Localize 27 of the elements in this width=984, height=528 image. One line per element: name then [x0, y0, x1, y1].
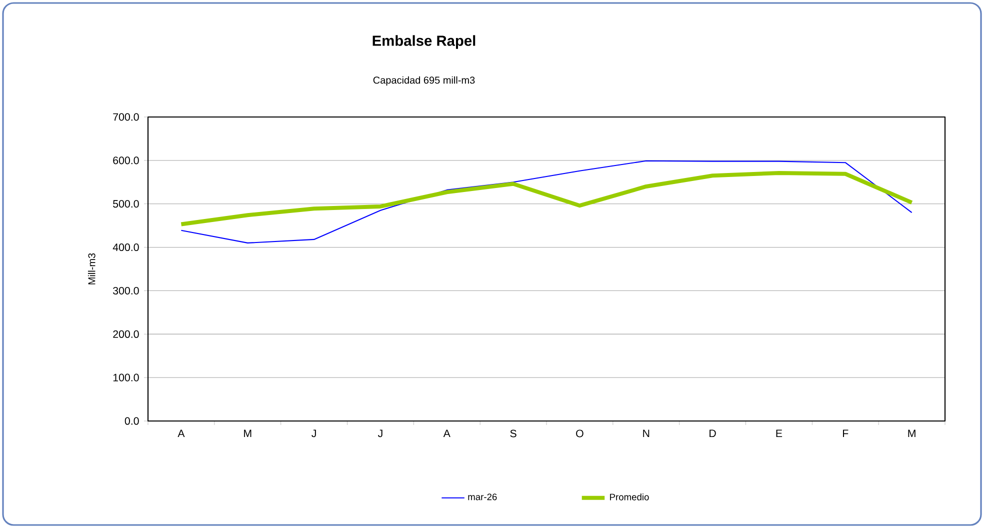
y-axis-title: Mill-m3: [88, 253, 96, 284]
chart-subtitle: Capacidad 695 mill-m3: [373, 76, 475, 86]
y-tick-label: 100.0: [113, 374, 139, 382]
x-tick-label: O: [576, 430, 584, 438]
x-tick-label: M: [908, 430, 916, 438]
x-tick-label: D: [710, 430, 716, 438]
line-series: [180, 160, 912, 244]
legend-label: mar-26: [468, 494, 497, 500]
y-tick-label: 0.0: [124, 417, 139, 425]
x-tick-label: N: [643, 430, 650, 438]
y-tick-label: 400.0: [112, 244, 139, 252]
y-tick-label: 500.0: [113, 200, 139, 208]
line-series: [179, 171, 914, 226]
y-tick-label: 600.0: [113, 156, 139, 164]
x-tick-label: S: [510, 430, 516, 438]
x-tick-label: J: [378, 430, 382, 438]
x-tick-label: A: [178, 430, 185, 438]
y-tick-label: 300.0: [112, 286, 139, 294]
y-tick-label: 200.0: [113, 330, 139, 338]
x-tick-label: J: [312, 430, 316, 438]
chart-title: Embalse Rapel: [372, 35, 476, 49]
x-tick-label: F: [843, 430, 848, 438]
legend-label: Promedio: [610, 493, 649, 500]
x-tick-label: A: [443, 430, 450, 438]
x-tick-label: E: [776, 430, 782, 438]
x-tick-label: M: [244, 430, 252, 438]
y-tick-label: 700.0: [113, 113, 139, 121]
